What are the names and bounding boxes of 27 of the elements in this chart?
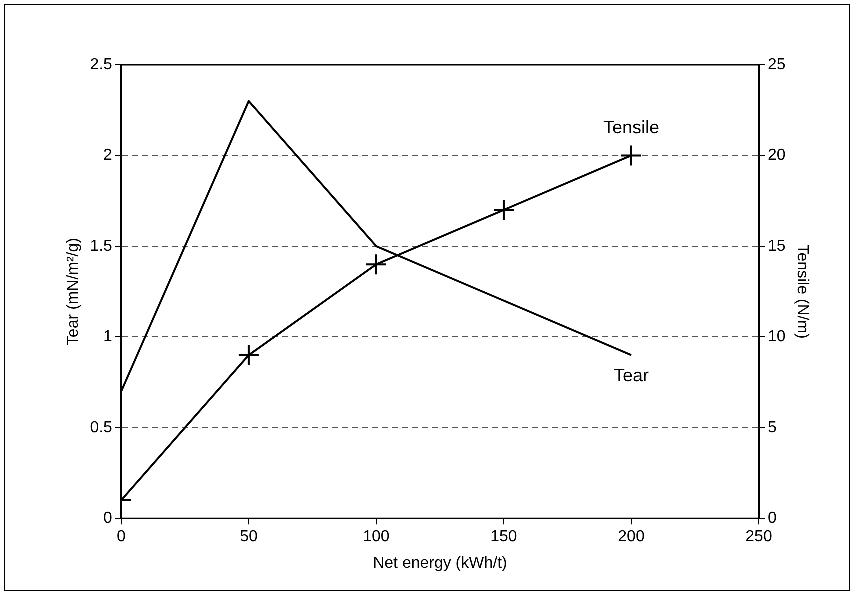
y-tick-label: 1	[104, 328, 113, 346]
point	[365, 254, 388, 276]
x-axis-title: Net energy (kWh/t)	[373, 554, 508, 572]
y-tick-label: 2.5	[90, 56, 113, 74]
x-tick-label: 200	[618, 528, 645, 546]
x-tick-label: 50	[240, 528, 258, 546]
x-tick-label: 100	[363, 528, 390, 546]
y-tick-label: 2	[104, 147, 113, 164]
y2-tick-label: 5	[768, 419, 778, 436]
y2-tick-label: 15	[768, 238, 786, 255]
x-tick-label: 250	[746, 528, 772, 546]
y2-tick-label: 10	[768, 328, 786, 346]
point	[492, 199, 515, 222]
y2-axis-title: Tensile (N/m)	[794, 244, 811, 339]
y-tick-label: 0.5	[90, 419, 113, 436]
y2-tick-label: 20	[768, 147, 786, 164]
y-axis-title: Tear (mN/m²/g)	[65, 238, 82, 346]
point	[238, 344, 260, 366]
y2-tick-label: 25	[768, 56, 786, 74]
x-tick-label: 150	[490, 528, 518, 546]
series-label: Tensile	[603, 118, 660, 138]
series-label: Tear	[614, 365, 650, 386]
y2-tick-label: 0	[768, 510, 778, 528]
y-tick-label: 0	[104, 510, 113, 528]
x-tick-label: 0	[116, 528, 126, 546]
point	[620, 144, 642, 167]
y-tick-label: 1.5	[90, 238, 113, 255]
